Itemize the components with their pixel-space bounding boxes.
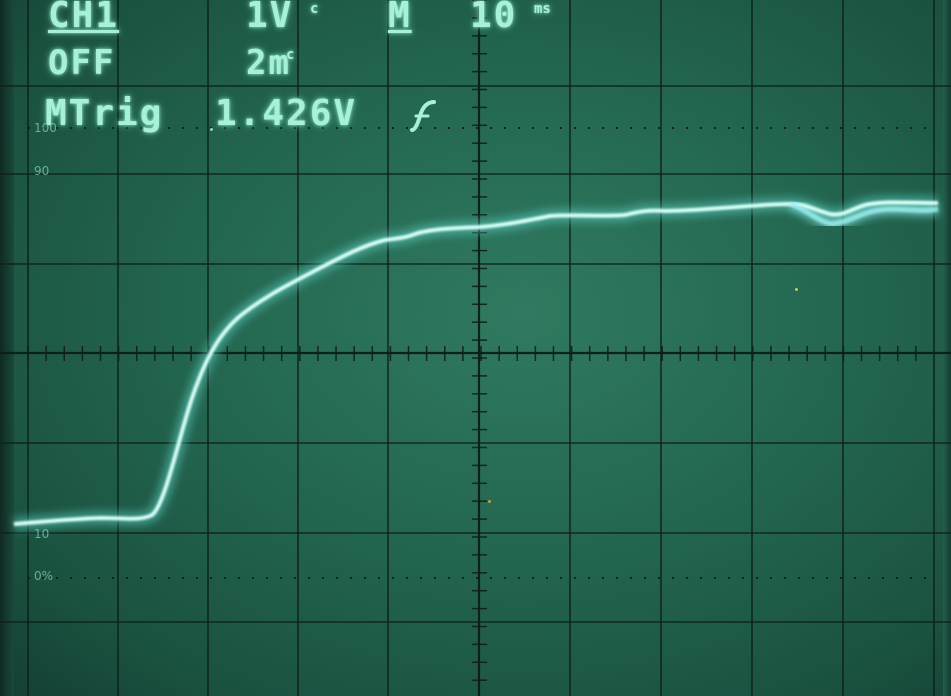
volts-per-div: 1V xyxy=(246,0,294,36)
waveform-line xyxy=(13,200,939,526)
percent-label-100: 100 xyxy=(34,121,57,135)
screen-speck xyxy=(795,288,798,291)
bezel-right-edge xyxy=(943,0,951,696)
waveform-jitter-line xyxy=(789,201,939,227)
percent-label-10: 10 xyxy=(34,527,50,541)
trigger-label: MTrig xyxy=(45,93,164,134)
trigger-level: 1.426V xyxy=(215,93,358,134)
channel-coupling: OFF xyxy=(48,43,116,83)
second-range-unit: c xyxy=(286,47,295,63)
rising-edge-icon xyxy=(410,100,436,132)
percent-label-0: 0% xyxy=(34,569,54,583)
volts-unit: c xyxy=(310,1,319,17)
waveform-glow xyxy=(13,195,940,531)
timebase-unit: ms xyxy=(534,1,551,17)
timebase-value: 10 xyxy=(470,0,518,36)
second-range: 2m xyxy=(246,43,291,83)
channel-label: CH1 xyxy=(48,0,120,36)
screen-speck xyxy=(210,128,213,131)
timebase-mode: M xyxy=(388,0,412,36)
screen-speck xyxy=(488,500,491,503)
percent-label-90: 90 xyxy=(34,164,50,178)
